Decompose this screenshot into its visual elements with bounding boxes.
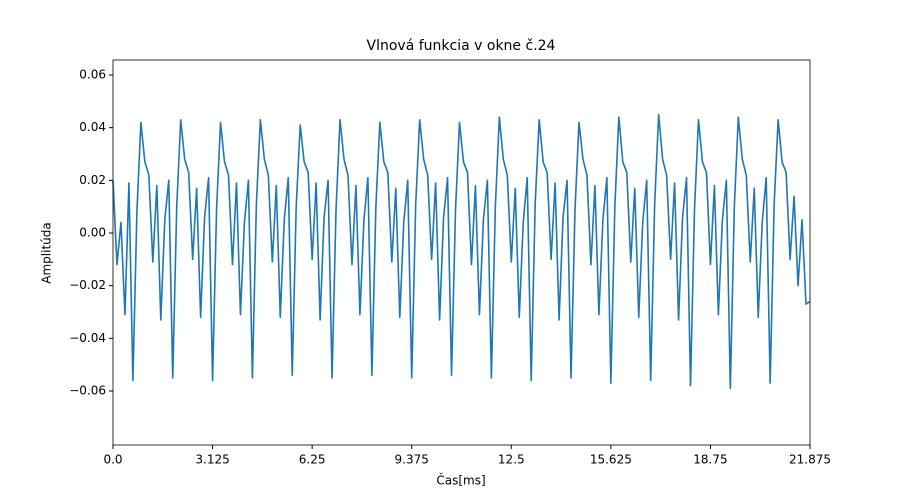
y-tick-label: 0.00 <box>79 226 106 240</box>
y-axis-label: Amplitúda <box>40 222 54 283</box>
x-tick-label: 12.5 <box>498 453 525 467</box>
plot-frame <box>112 59 811 446</box>
x-tick-label: 18.75 <box>693 453 727 467</box>
x-tick-label: 21.875 <box>789 453 831 467</box>
y-tick-label: 0.02 <box>79 173 106 187</box>
y-tick-label: −0.04 <box>69 331 106 345</box>
x-tick-label: 0.0 <box>103 453 122 467</box>
x-tick-label: 15.625 <box>590 453 632 467</box>
y-tick-label: 0.06 <box>79 68 106 82</box>
data-line <box>112 113 811 390</box>
chart-title: Vlnová funkcia v okne č.24 <box>367 38 556 54</box>
x-tick-label: 6.25 <box>299 453 326 467</box>
x-tick-label: 3.125 <box>195 453 229 467</box>
x-tick-label: 9.375 <box>395 453 429 467</box>
y-tick-label: −0.06 <box>69 384 106 398</box>
y-tick-label: −0.02 <box>69 278 106 292</box>
y-tick-label: 0.04 <box>79 120 106 134</box>
x-axis-label: Čas[ms] <box>436 473 485 488</box>
